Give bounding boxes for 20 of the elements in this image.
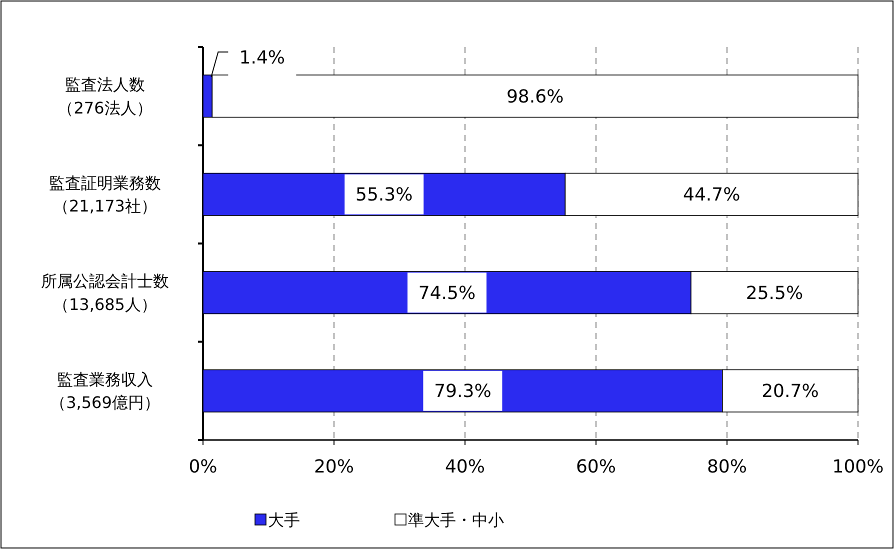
y-tick-label: 所属公認会計士数（13,685人） bbox=[41, 272, 169, 314]
x-tick-label: 20% bbox=[314, 456, 354, 478]
data-label: 79.3% bbox=[434, 381, 492, 402]
data-label: 44.7% bbox=[683, 184, 740, 206]
data-label: 20.7% bbox=[762, 381, 819, 402]
y-tick-label: 監査証明業務数（21,173社） bbox=[49, 173, 161, 216]
x-tick-label: 80% bbox=[706, 456, 748, 478]
y-tick-label: 監査業務収入（3,569億円） bbox=[50, 370, 160, 412]
legend-label: 大手 bbox=[268, 510, 300, 530]
x-tick-label: 100% bbox=[832, 456, 884, 478]
x-tick-label: 0% bbox=[188, 456, 218, 478]
data-label: 98.6% bbox=[506, 86, 564, 108]
data-label: 25.5% bbox=[746, 282, 804, 304]
data-label: 1.4% bbox=[239, 47, 286, 68]
data-label: 55.3% bbox=[356, 184, 413, 206]
data-label: 74.5% bbox=[418, 282, 476, 304]
y-tick-label: 監査法人数（276法人） bbox=[58, 75, 152, 118]
legend-label: 準大手・中小 bbox=[408, 510, 504, 530]
x-tick-label: 60% bbox=[576, 456, 616, 478]
x-tick-label: 40% bbox=[444, 456, 486, 478]
